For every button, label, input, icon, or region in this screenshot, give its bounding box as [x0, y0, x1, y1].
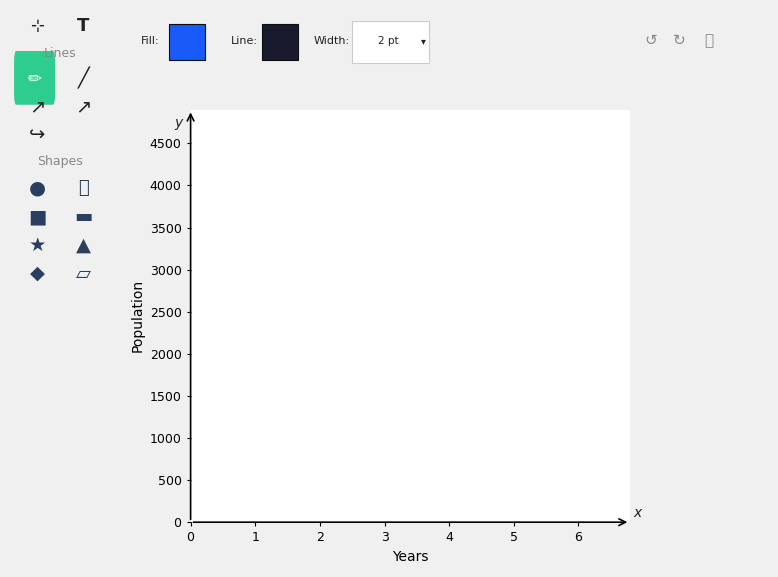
- Text: Lines: Lines: [44, 47, 76, 61]
- Text: ↗: ↗: [75, 97, 92, 116]
- Text: ▾: ▾: [421, 36, 426, 46]
- Text: 2 pt: 2 pt: [378, 36, 398, 46]
- Text: ■: ■: [28, 207, 47, 226]
- FancyBboxPatch shape: [262, 24, 298, 60]
- Text: ✏: ✏: [28, 69, 41, 87]
- Text: ●: ●: [29, 179, 46, 198]
- FancyBboxPatch shape: [14, 51, 55, 105]
- Text: ▬: ▬: [74, 207, 93, 226]
- Text: Width:: Width:: [314, 36, 350, 46]
- Text: ╱: ╱: [78, 67, 89, 89]
- Text: y: y: [174, 117, 183, 130]
- FancyBboxPatch shape: [170, 24, 205, 60]
- Text: ↺: ↺: [644, 33, 657, 48]
- Y-axis label: Population: Population: [130, 279, 144, 353]
- Text: ↪: ↪: [29, 125, 45, 144]
- Text: Shapes: Shapes: [37, 155, 83, 168]
- Text: x: x: [633, 505, 642, 520]
- Text: Fill:: Fill:: [141, 36, 159, 46]
- Text: T: T: [77, 17, 89, 35]
- X-axis label: Years: Years: [392, 550, 429, 564]
- Text: ★: ★: [29, 235, 46, 254]
- Text: ⬭: ⬭: [78, 179, 89, 197]
- Text: ▲: ▲: [76, 235, 91, 254]
- Text: Line:: Line:: [230, 36, 258, 46]
- Text: ↗: ↗: [29, 97, 45, 116]
- Text: ▱: ▱: [76, 264, 91, 283]
- Text: ⊹: ⊹: [30, 17, 44, 35]
- FancyBboxPatch shape: [352, 21, 429, 63]
- Text: ◆: ◆: [30, 264, 44, 283]
- Text: 🗑: 🗑: [704, 33, 713, 48]
- Text: ↻: ↻: [673, 33, 686, 48]
